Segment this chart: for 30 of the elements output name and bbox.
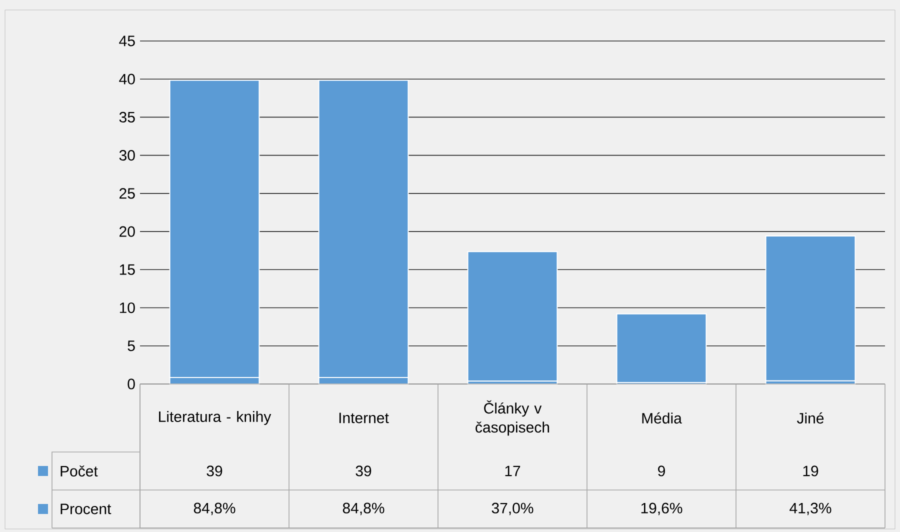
y-tick-label: 35 (119, 112, 135, 123)
legend-label: Počet (60, 465, 98, 477)
x-tick-label: Literatura - knihy (159, 410, 272, 425)
data-label: 39 (356, 466, 372, 476)
y-tick-label: 40 (119, 74, 135, 84)
y-tick-label: 45 (119, 36, 135, 46)
bar (765, 236, 856, 382)
data-label: 37,0% (492, 502, 534, 516)
bar (616, 313, 707, 383)
y-tick-label: 0 (128, 378, 135, 390)
x-tick-label: Internet (339, 412, 389, 424)
data-label: 9 (658, 466, 665, 476)
y-tick-label: 20 (120, 226, 135, 237)
x-tick-label: Články v časopisech (476, 400, 550, 436)
y-tick-label: 5 (128, 340, 135, 352)
bar (467, 251, 558, 382)
y-tick-label: 25 (120, 188, 135, 199)
legend-label: Procent (60, 504, 112, 514)
data-label: 17 (505, 466, 520, 476)
data-label: 84,8% (194, 502, 236, 516)
data-label: 84,8% (342, 502, 384, 516)
y-tick-label: 30 (119, 150, 135, 161)
data-label: 19,6% (641, 502, 682, 516)
y-tick-label: 10 (120, 302, 135, 314)
data-label: 39 (206, 466, 222, 476)
x-tick-label: Jiné (796, 412, 824, 424)
data-label: 19 (803, 466, 818, 476)
data-label: 41,3% (790, 502, 832, 516)
y-tick-label: 15 (120, 264, 135, 275)
x-tick-label: Média (642, 412, 682, 424)
